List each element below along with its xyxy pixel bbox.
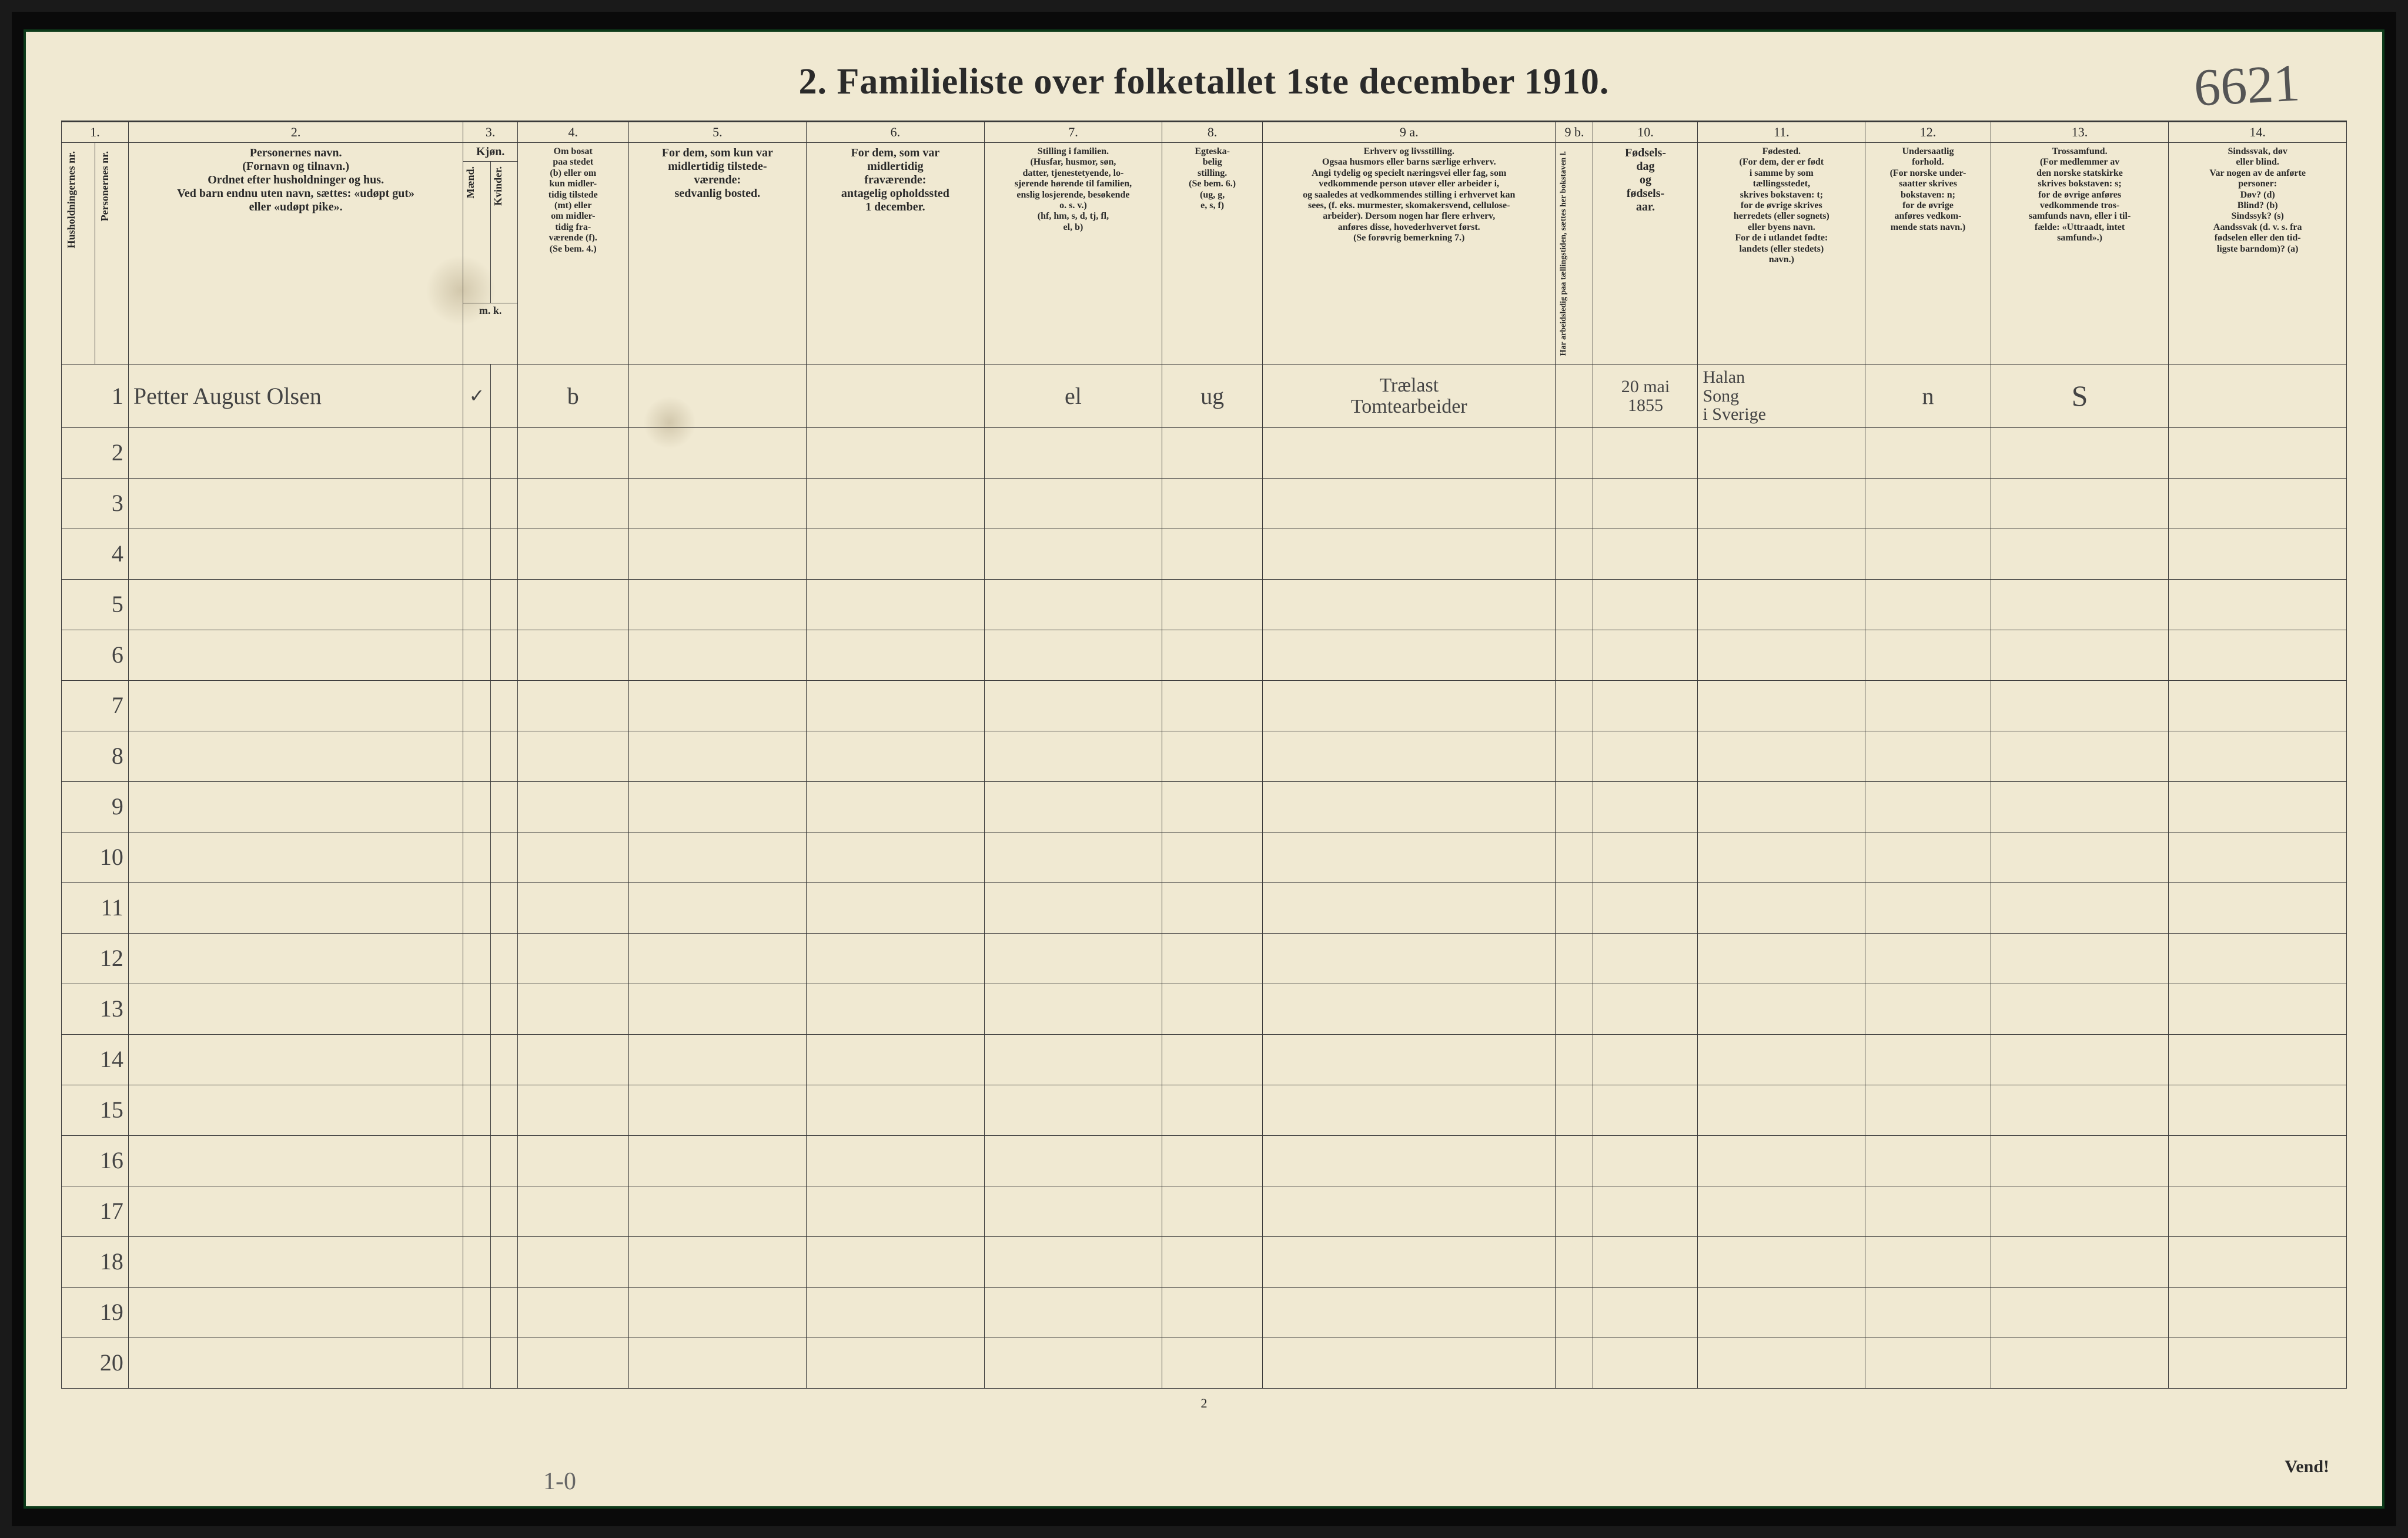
row1-c6 <box>807 365 985 428</box>
colnum-7: 7. <box>984 122 1162 143</box>
hdr-c8: Egteska- belig stilling. (Se bem. 6.) (u… <box>1162 143 1263 365</box>
row1-female <box>490 365 517 428</box>
row1-c14 <box>2169 365 2347 428</box>
hdr-c3a: Mænd. <box>463 162 478 203</box>
row1-c9a: Trælast Tomtearbeider <box>1263 365 1556 428</box>
page-title: 2. Familieliste over folketallet 1ste de… <box>61 61 2347 103</box>
hdr-c13: Trossamfund. (For medlemmer av den norsk… <box>1991 143 2169 365</box>
hdr-c11: Fødested. (For dem, der er født i samme … <box>1698 143 1865 365</box>
table-row: 5 <box>62 579 2347 630</box>
row1-name: Petter August Olsen <box>128 365 463 428</box>
row1-c7: el <box>984 365 1162 428</box>
row1-c13: S <box>1991 365 2169 428</box>
row1-c9b <box>1556 365 1593 428</box>
hdr-c1b: Personernes nr. <box>98 146 112 226</box>
row1-c11: Halan Song i Sverige <box>1698 365 1865 428</box>
table-row: 8 <box>62 731 2347 781</box>
colnum-5: 5. <box>628 122 807 143</box>
empty-rows: 234567891011121314151617181920 <box>62 427 2347 1388</box>
table-row: 17 <box>62 1186 2347 1236</box>
footer-handwritten: 1-0 <box>543 1467 576 1496</box>
table-row: 9 <box>62 781 2347 832</box>
hdr-c3b: Kvinder. <box>491 162 506 210</box>
census-table: 1. 2. 3. 4. 5. 6. 7. 8. 9 a. 9 b. 10. 11… <box>61 121 2347 1389</box>
table-row: 12 <box>62 933 2347 984</box>
table-row: 19 <box>62 1287 2347 1338</box>
colnum-14: 14. <box>2169 122 2347 143</box>
table-row: 18 <box>62 1236 2347 1287</box>
table-row: 20 <box>62 1338 2347 1388</box>
table-row: 2 <box>62 427 2347 478</box>
stain <box>426 255 496 326</box>
colnum-6: 6. <box>807 122 985 143</box>
table-row: 16 <box>62 1135 2347 1186</box>
hdr-c14: Sindssvak, døv eller blind. Var nogen av… <box>2169 143 2347 365</box>
handwritten-number: 6621 <box>2192 52 2301 118</box>
hdr-c5: For dem, som kun var midlertidig tilsted… <box>628 143 807 365</box>
colnum-9a: 9 a. <box>1263 122 1556 143</box>
hdr-c12: Undersaatlig forhold. (For norske under-… <box>1865 143 1991 365</box>
colnum-row: 1. 2. 3. 4. 5. 6. 7. 8. 9 a. 9 b. 10. 11… <box>62 122 2347 143</box>
header-row: Husholdningernes nr. Personernes nr. Per… <box>62 143 2347 365</box>
outer-frame: 6621 2. Familieliste over folketallet 1s… <box>12 12 2396 1526</box>
hdr-c4: Om bosat paa stedet (b) eller om kun mid… <box>517 143 628 365</box>
hdr-c6: For dem, som var midlertidig fraværende:… <box>807 143 985 365</box>
stain <box>643 396 696 449</box>
hdr-c9a: Erhverv og livsstilling. Ogsaa husmors e… <box>1263 143 1556 365</box>
row1-c4: b <box>517 365 628 428</box>
table-row: 3 <box>62 478 2347 529</box>
colnum-11: 11. <box>1698 122 1865 143</box>
hdr-c10: Fødsels- dag og fødsels- aar. <box>1593 143 1698 365</box>
colnum-2: 2. <box>128 122 463 143</box>
footer-vend: Vend! <box>2285 1457 2329 1477</box>
colnum-8: 8. <box>1162 122 1263 143</box>
footer-pagenum: 2 <box>61 1396 2347 1411</box>
table-row: 6 <box>62 630 2347 680</box>
row1-num: 1 <box>95 365 128 428</box>
colnum-12: 12. <box>1865 122 1991 143</box>
colnum-10: 10. <box>1593 122 1698 143</box>
colnum-9b: 9 b. <box>1556 122 1593 143</box>
colnum-1: 1. <box>62 122 129 143</box>
table-row: 4 <box>62 529 2347 579</box>
row1-c10: 20 mai 1855 <box>1593 365 1698 428</box>
hdr-c9b: Har arbeidsledig paa tællingstiden, sætt… <box>1558 146 1570 360</box>
colnum-4: 4. <box>517 122 628 143</box>
hdr-c7: Stilling i familien. (Husfar, husmor, sø… <box>984 143 1162 365</box>
hdr-c2: Personernes navn. (Fornavn og tilnavn.) … <box>128 143 463 365</box>
census-page: 6621 2. Familieliste over folketallet 1s… <box>26 32 2382 1506</box>
hdr-c1: Husholdningernes nr. <box>64 146 79 253</box>
green-border: 6621 2. Familieliste over folketallet 1s… <box>24 29 2384 1509</box>
colnum-3: 3. <box>463 122 518 143</box>
table-row: 7 <box>62 680 2347 731</box>
colnum-13: 13. <box>1991 122 2169 143</box>
hdr-c3: Kjøn. <box>463 143 517 162</box>
row1-c8: ug <box>1162 365 1263 428</box>
table-row: 14 <box>62 1034 2347 1085</box>
table-row: 10 <box>62 832 2347 882</box>
table-row: 13 <box>62 984 2347 1034</box>
table-row: 1 Petter August Olsen ✓ b el ug Trælast … <box>62 365 2347 428</box>
row1-male: ✓ <box>463 365 490 428</box>
table-row: 15 <box>62 1085 2347 1135</box>
table-row: 11 <box>62 882 2347 933</box>
row1-c12: n <box>1865 365 1991 428</box>
